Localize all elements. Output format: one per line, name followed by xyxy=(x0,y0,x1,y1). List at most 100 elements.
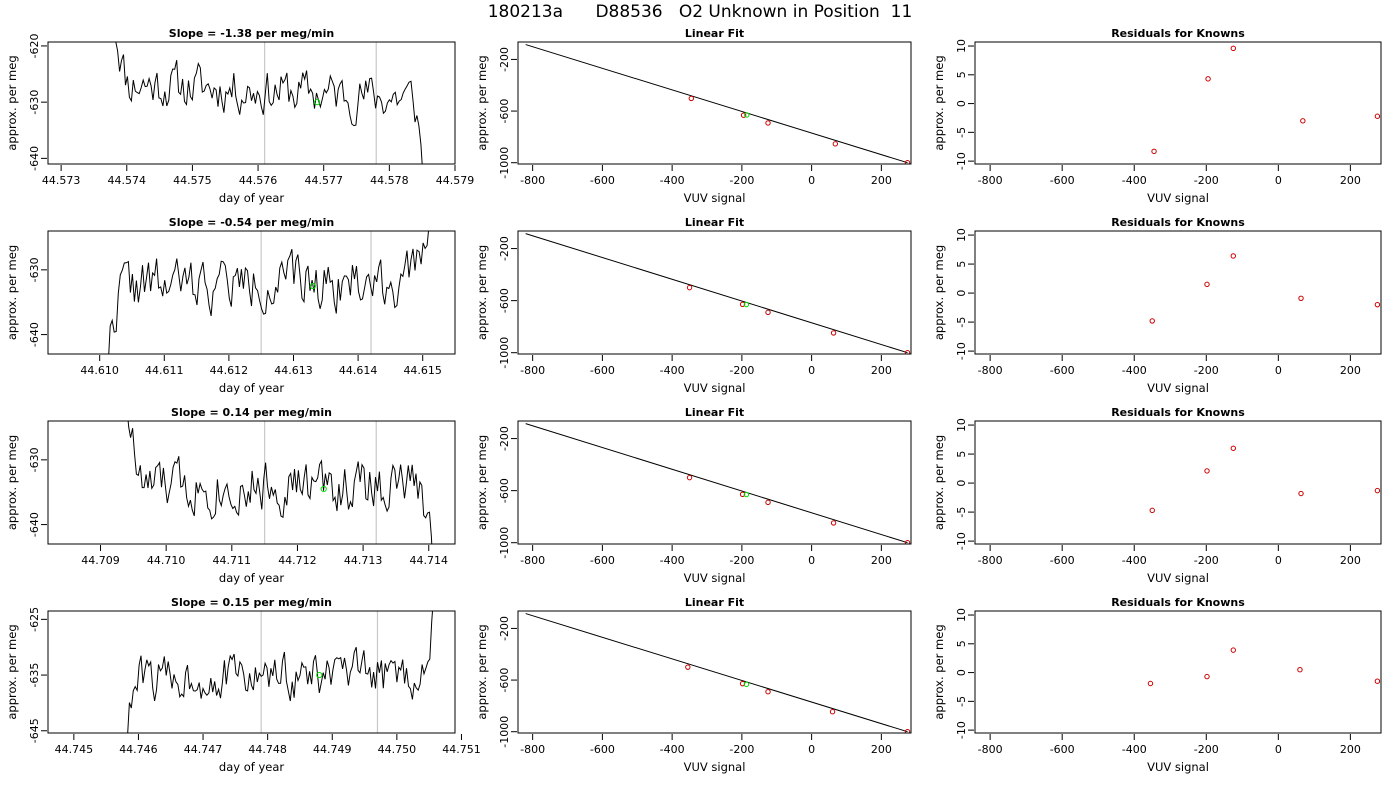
y-tick-label: -10 xyxy=(955,721,968,739)
x-tick-label: 44.749 xyxy=(313,743,352,756)
known-point xyxy=(904,349,911,354)
x-tick-label: -400 xyxy=(1122,554,1147,567)
panel-residuals-1: Residuals for Knowns -800 -600 -400 -200 0 200… xyxy=(932,27,1382,205)
plot-frame xyxy=(974,610,1382,734)
y-tick-label: -640 xyxy=(28,322,41,347)
residual-point xyxy=(1204,673,1210,680)
plot-area xyxy=(1151,45,1381,155)
y-tick-label: 0 xyxy=(955,290,968,297)
x-tick-label: -400 xyxy=(1122,174,1147,187)
y-axis-label: approx. per meg xyxy=(475,624,489,719)
x-axis-label: VUV signal xyxy=(684,760,746,774)
x-tick-label: 200 xyxy=(871,364,892,377)
y-axis-label: approx. per meg xyxy=(932,245,946,340)
x-tick-label: 200 xyxy=(871,174,892,187)
x-tick-label: 44.709 xyxy=(81,554,120,567)
known-point xyxy=(686,474,693,481)
panel-timeseries-4: Slope = 0.15 per meg/min 44.745 44.746 44.7… xyxy=(5,596,481,774)
y-tick-label: 0 xyxy=(955,480,968,487)
panel-title: Slope = 0.15 per meg/min xyxy=(171,596,332,609)
plot-frame xyxy=(517,420,912,545)
known-point xyxy=(739,491,746,497)
x-axis-label: day of year xyxy=(219,571,284,585)
x-tick-label: 200 xyxy=(1340,174,1361,187)
residual-point xyxy=(1298,490,1304,497)
x-tick-label: -800 xyxy=(978,554,1003,567)
y-tick-label: -200 xyxy=(498,426,511,451)
known-point xyxy=(829,708,836,715)
x-tick-label: 44.712 xyxy=(278,554,317,567)
y-tick-label: -5 xyxy=(955,127,968,138)
mean-point-marker xyxy=(316,671,323,679)
x-tick-label: 44.577 xyxy=(304,174,343,187)
y-tick-label: 5 xyxy=(955,71,968,78)
y-axis-label: approx. per meg xyxy=(932,624,946,719)
x-tick-label: -200 xyxy=(1194,174,1219,187)
y-tick-label: -635 xyxy=(28,663,41,688)
x-tick-label: 200 xyxy=(871,554,892,567)
plot-frame xyxy=(974,420,1382,545)
y-axis-label: approx. per meg xyxy=(475,435,489,530)
known-point xyxy=(765,688,771,695)
known-point xyxy=(904,729,911,733)
signal-trace xyxy=(127,611,433,733)
x-tick-label: 0 xyxy=(808,174,815,187)
x-axis-label: day of year xyxy=(219,191,284,205)
panel-residuals-4: Residuals for Knowns -800 -600 -400 -200 0 200… xyxy=(932,596,1382,774)
x-axis-label: day of year xyxy=(219,381,284,395)
plot-frame xyxy=(974,41,1382,165)
y-axis-label: approx. per meg xyxy=(932,435,946,530)
mean-point-marker xyxy=(320,485,327,493)
y-tick-label: -600 xyxy=(498,288,511,313)
signal-trace xyxy=(108,231,429,354)
panel-title: Slope = -0.54 per meg/min xyxy=(169,216,334,229)
unknown-point xyxy=(744,112,750,118)
x-tick-label: -200 xyxy=(1194,364,1219,377)
x-tick-label: 44.574 xyxy=(108,174,147,187)
x-axis-label: VUV signal xyxy=(684,381,746,395)
x-tick-label: 44.714 xyxy=(409,554,448,567)
panel-timeseries-1: Slope = -1.38 per meg/min 44.573 44.574 44.… xyxy=(5,27,475,205)
residual-point xyxy=(1230,45,1236,52)
plot-frame xyxy=(47,41,456,165)
residual-point xyxy=(1230,445,1236,451)
residual-point xyxy=(1374,678,1381,684)
x-tick-label: 44.614 xyxy=(339,364,378,377)
x-tick-label: 44.579 xyxy=(436,174,475,187)
plot-area xyxy=(1149,253,1381,324)
panel-title: Linear Fit xyxy=(685,27,744,40)
panel-timeseries-3: Slope = 0.14 per meg/min 44.709 44.710 44.7… xyxy=(5,406,456,585)
panel-title: Linear Fit xyxy=(685,406,744,419)
x-tick-label: -800 xyxy=(520,174,545,187)
x-tick-label: 44.711 xyxy=(213,554,252,567)
x-tick-label: 44.611 xyxy=(145,364,184,377)
fit-line xyxy=(525,44,908,164)
known-point xyxy=(832,141,839,147)
panel-linear_fit-3: Linear Fit -800 -600 -400 -200 0 200 -200 -600 -1… xyxy=(475,406,912,585)
x-tick-label: -600 xyxy=(1050,364,1075,377)
known-point xyxy=(830,520,837,526)
known-point xyxy=(904,539,911,544)
y-axis-label: approx. per meg xyxy=(5,435,19,530)
known-point xyxy=(686,284,693,291)
x-tick-label: -400 xyxy=(660,554,685,567)
plot-area xyxy=(127,611,433,733)
y-tick-label: -5 xyxy=(955,317,968,328)
plot-area xyxy=(115,42,423,164)
y-tick-label: -625 xyxy=(28,607,41,632)
residual-point xyxy=(1298,295,1304,302)
x-tick-label: 44.615 xyxy=(403,364,442,377)
fit-line xyxy=(525,613,908,733)
plot-frame xyxy=(47,610,456,734)
panel-residuals-2: Residuals for Knowns -800 -600 -400 -200 0 200… xyxy=(932,216,1382,395)
x-tick-label: -800 xyxy=(520,554,545,567)
x-tick-label: 44.745 xyxy=(55,743,94,756)
residual-point xyxy=(1230,253,1236,259)
x-tick-label: 200 xyxy=(1340,364,1361,377)
x-tick-label: 0 xyxy=(808,364,815,377)
residual-point xyxy=(1374,113,1381,119)
residual-point xyxy=(1149,507,1155,514)
x-tick-label: -400 xyxy=(660,174,685,187)
y-tick-label: -200 xyxy=(498,47,511,72)
fit-line xyxy=(525,233,908,354)
